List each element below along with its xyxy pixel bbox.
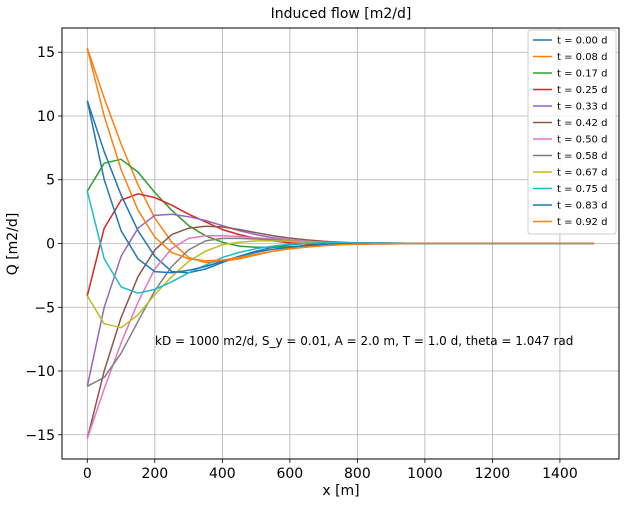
- x-tick-label: 1000: [407, 466, 443, 482]
- series-line-11: [86, 48, 594, 262]
- legend-entry: t = 0.17 d: [557, 69, 607, 80]
- legend-entry: t = 0.58 d: [557, 151, 607, 162]
- chart-title: Induced flow [m2/d]: [271, 6, 412, 22]
- legend-entry: t = 0.83 d: [557, 201, 607, 212]
- x-tick-label: 1400: [542, 466, 578, 482]
- legend-entry: t = 0.00 d: [557, 36, 607, 47]
- legend-entry: t = 0.42 d: [557, 118, 607, 129]
- x-tick-label: 400: [209, 466, 236, 482]
- y-tick-label: −5: [34, 300, 55, 316]
- x-tick-label: 200: [141, 466, 168, 482]
- x-axis-label: x [m]: [322, 483, 359, 499]
- y-axis: −15 −10 −5 0 5 10 15: [25, 45, 62, 444]
- y-tick-label: 5: [46, 173, 55, 189]
- x-tick-label: 0: [83, 466, 92, 482]
- legend-entry: t = 0.25 d: [557, 85, 607, 96]
- x-axis: 0 200 400 600 800 1000 1200 1400: [83, 459, 578, 482]
- y-tick-label: 0: [46, 237, 55, 253]
- x-tick-label: 1200: [475, 466, 511, 482]
- y-tick-label: 15: [37, 45, 55, 61]
- legend-entry: t = 0.67 d: [557, 168, 607, 179]
- legend-entry: t = 0.75 d: [557, 184, 607, 195]
- legend-entry: t = 0.08 d: [557, 52, 607, 63]
- x-tick-label: 600: [276, 466, 303, 482]
- y-tick-label: −15: [25, 428, 55, 444]
- legend-entry: t = 0.50 d: [557, 135, 607, 146]
- parameter-annotation: kD = 1000 m2/d, S_y = 0.01, A = 2.0 m, T…: [155, 334, 573, 348]
- legend: t = 0.00 d t = 0.08 d t = 0.17 d t = 0.25 d…: [527, 29, 617, 235]
- legend-entry: t = 0.33 d: [557, 102, 607, 113]
- x-tick-label: 800: [344, 466, 371, 482]
- y-tick-label: −10: [25, 364, 55, 380]
- series-layer: [86, 48, 594, 439]
- y-axis-label: Q [m2/d]: [5, 213, 21, 276]
- y-tick-label: 10: [37, 109, 55, 125]
- legend-entry: t = 0.92 d: [557, 217, 607, 228]
- legend-box: [527, 29, 617, 235]
